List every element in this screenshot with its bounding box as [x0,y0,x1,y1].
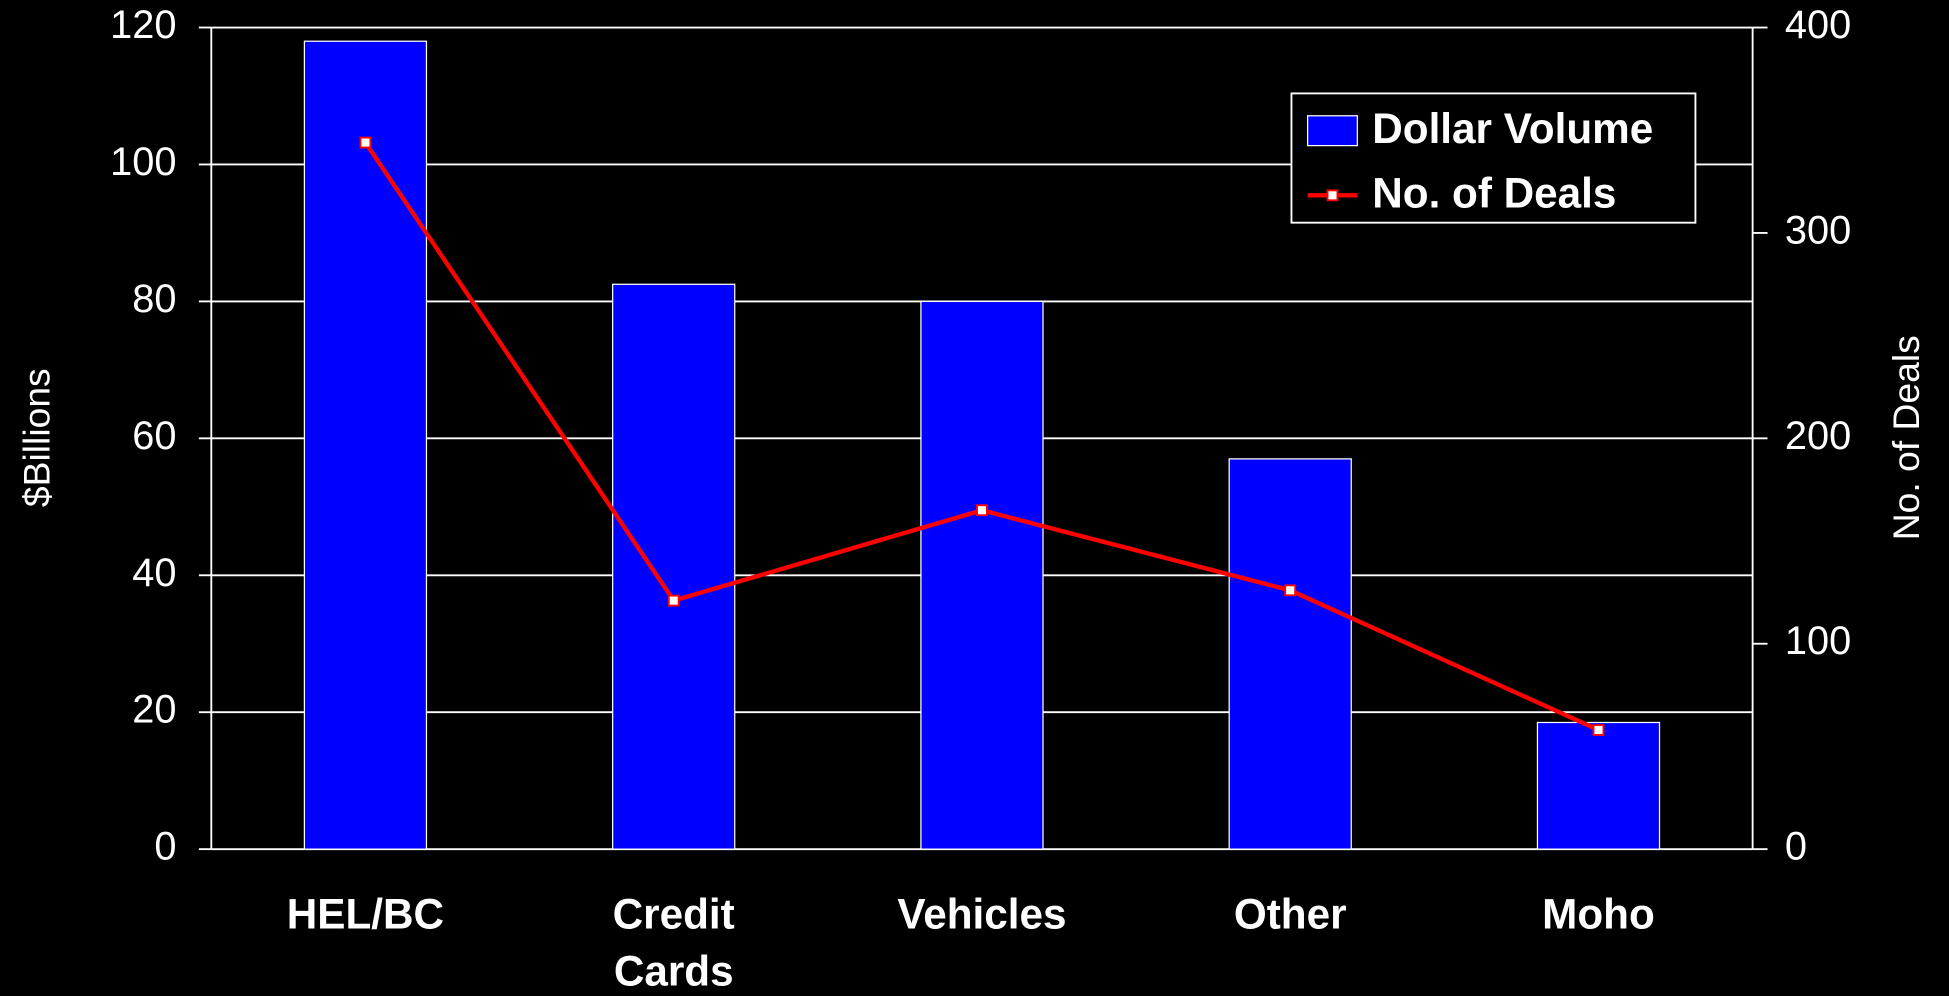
marker [359,136,372,149]
legend-box [1290,92,1697,224]
legend-label: No. of Deals [1372,170,1616,217]
y-tick-label: 40 [132,551,176,595]
y-tick-label: 120 [110,3,176,47]
x-tick-label: Moho [1542,891,1655,938]
x-tick-label: Credit Cards [613,891,735,995]
bar [1536,721,1661,850]
bar [612,283,736,850]
legend-marker [1326,189,1339,202]
y-tick-label: 20 [132,688,176,732]
y-axis-title: $Billions [16,368,58,507]
y2-axis-title: No. of Deals [1885,335,1927,540]
y-tick-label: 100 [110,140,176,184]
y2-tick-label: 200 [1785,414,1851,458]
y-tick-label: 60 [132,414,176,458]
bar [303,40,428,850]
y2-tick-label: 100 [1785,619,1851,663]
x-tick-label: Vehicles [897,891,1066,938]
x-tick-label: Other [1234,891,1347,938]
marker [667,594,680,607]
bar [1228,458,1352,850]
y2-tick-label: 400 [1785,3,1851,47]
marker [1284,584,1297,597]
y2-tick-label: 0 [1785,825,1807,869]
marker [1592,724,1605,736]
y2-tick-label: 300 [1785,208,1851,252]
x-tick-label: HEL/BC [287,891,444,938]
marker [976,504,988,517]
y-tick-label: 80 [132,277,176,321]
legend-label: Dollar Volume [1372,105,1653,152]
bar [920,300,1044,850]
legend-swatch [1306,115,1358,147]
y-tick-label: 0 [154,825,176,869]
